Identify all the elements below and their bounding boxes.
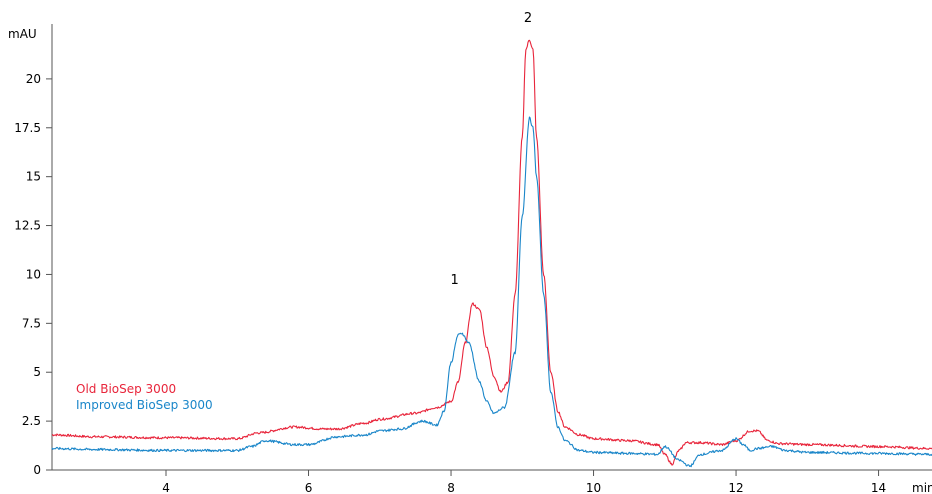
x-unit-label: min [912,481,932,494]
series-line-improved-biosep [51,116,932,468]
y-tick-label: 12.5 [14,219,41,233]
y-tick-label: 7.5 [22,316,41,330]
peak-label: 2 [524,11,532,26]
y-tick-label: 15 [26,170,41,184]
legend-entry: Improved BioSep 3000 [76,398,213,412]
y-unit-label: mAU [8,27,37,41]
peak-label: 1 [450,273,458,288]
x-tick-label: 6 [305,481,313,494]
series-line-old-biosep [51,39,932,466]
legend-entry: Old BioSep 3000 [76,382,176,396]
x-tick-label: 12 [728,481,743,494]
y-tick-label: 2.5 [22,414,41,428]
x-tick-label: 14 [871,481,886,494]
x-tick-label: 10 [586,481,601,494]
series-layer [51,39,932,468]
y-tick-label: 20 [26,72,41,86]
y-tick-label: 5 [33,365,41,379]
labels-layer: Old BioSep 3000 Improved BioSep 3000 1 2 [76,11,532,412]
axes: 0 2.5 5 7.5 10 12.5 15 17.5 20 4 6 8 10 12 14 mAU min [8,24,932,494]
y-tick-label: 10 [26,267,41,281]
y-tick-label: 0 [33,463,41,477]
y-tick-label: 17.5 [14,121,41,135]
x-tick-label: 8 [447,481,455,494]
x-tick-label: 4 [162,481,170,494]
